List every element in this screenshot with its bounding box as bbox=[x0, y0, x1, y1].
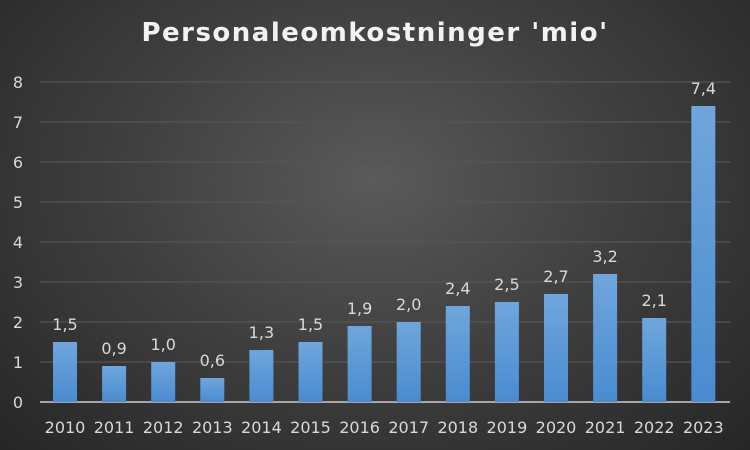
y-tick-label: 7 bbox=[13, 113, 23, 132]
data-label: 2,0 bbox=[396, 295, 421, 314]
y-tick-label: 3 bbox=[13, 273, 23, 292]
x-tick-label: 2017 bbox=[388, 418, 429, 437]
bar bbox=[347, 326, 372, 402]
y-tick-label: 1 bbox=[13, 353, 23, 372]
data-label: 0,9 bbox=[101, 339, 126, 358]
bar bbox=[200, 378, 225, 402]
y-tick-label: 5 bbox=[13, 193, 23, 212]
data-label: 1,0 bbox=[150, 335, 175, 354]
y-tick-label: 2 bbox=[13, 313, 23, 332]
x-tick-label: 2012 bbox=[143, 418, 184, 437]
y-tick-label: 4 bbox=[13, 233, 23, 252]
x-tick-label: 2020 bbox=[536, 418, 577, 437]
x-tick-label: 2018 bbox=[437, 418, 478, 437]
bar bbox=[249, 350, 274, 402]
bar bbox=[593, 274, 618, 402]
data-label: 2,1 bbox=[641, 291, 666, 310]
bar bbox=[691, 106, 716, 402]
data-label: 1,5 bbox=[52, 315, 77, 334]
chart-title: Personaleomkostninger 'mio' bbox=[141, 18, 609, 48]
data-label: 3,2 bbox=[592, 247, 617, 266]
x-tick-label: 2019 bbox=[487, 418, 528, 437]
x-tick-label: 2021 bbox=[585, 418, 626, 437]
data-label: 2,4 bbox=[445, 279, 470, 298]
y-tick-label: 6 bbox=[13, 153, 23, 172]
data-label: 2,5 bbox=[494, 275, 519, 294]
data-label: 0,6 bbox=[200, 351, 225, 370]
x-tick-label: 2011 bbox=[94, 418, 135, 437]
bar bbox=[53, 342, 77, 402]
x-tick-label: 2013 bbox=[192, 418, 233, 437]
data-label: 1,9 bbox=[347, 299, 372, 318]
bar bbox=[102, 366, 127, 402]
x-tick-label: 2023 bbox=[683, 418, 724, 437]
bar bbox=[642, 318, 667, 402]
bar bbox=[298, 342, 323, 402]
data-label: 1,3 bbox=[249, 323, 274, 342]
bar bbox=[445, 306, 470, 402]
x-tick-label: 2010 bbox=[45, 418, 86, 437]
x-tick-label: 2014 bbox=[241, 418, 282, 437]
bar bbox=[151, 362, 176, 402]
bar bbox=[396, 322, 421, 402]
data-label: 2,7 bbox=[543, 267, 568, 286]
data-label: 7,4 bbox=[691, 79, 716, 98]
bar bbox=[494, 302, 519, 402]
y-tick-label: 8 bbox=[13, 73, 23, 92]
x-tick-label: 2016 bbox=[339, 418, 380, 437]
x-tick-label: 2015 bbox=[290, 418, 331, 437]
y-tick-label: 0 bbox=[13, 393, 23, 412]
data-label: 1,5 bbox=[298, 315, 323, 334]
bar bbox=[544, 294, 568, 402]
x-tick-label: 2022 bbox=[634, 418, 675, 437]
